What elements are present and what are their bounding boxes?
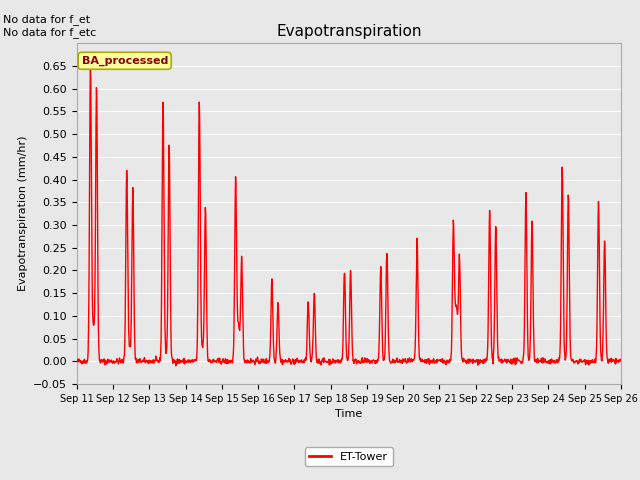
Y-axis label: Evapotranspiration (mm/hr): Evapotranspiration (mm/hr) — [17, 136, 28, 291]
Text: No data for f_et
No data for f_etc: No data for f_et No data for f_etc — [3, 14, 97, 38]
Title: Evapotranspiration: Evapotranspiration — [276, 24, 422, 39]
Legend: ET-Tower: ET-Tower — [305, 447, 393, 467]
X-axis label: Time: Time — [335, 409, 362, 419]
Text: BA_processed: BA_processed — [81, 56, 168, 66]
